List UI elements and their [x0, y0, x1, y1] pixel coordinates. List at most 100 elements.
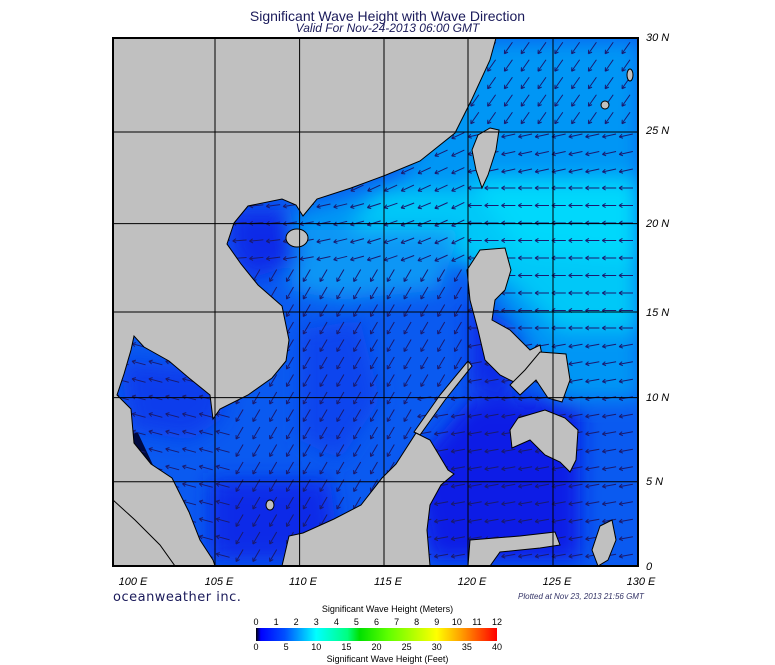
wave-direction-arrow	[618, 501, 633, 507]
wave-direction-arrow	[585, 290, 600, 296]
wave-direction-arrow	[451, 132, 465, 140]
wave-direction-arrow	[554, 41, 564, 55]
wave-direction-arrow	[534, 273, 549, 278]
wave-direction-arrow	[369, 444, 378, 457]
wave-direction-arrow	[386, 374, 395, 387]
wave-direction-arrow	[302, 461, 311, 475]
wave-direction-arrow	[366, 237, 381, 245]
wave-direction-arrow	[369, 339, 378, 352]
wave-direction-arrow	[618, 536, 633, 542]
wave-direction-arrow	[551, 325, 566, 331]
wave-direction-arrow	[215, 429, 230, 436]
wave-direction-arrow	[571, 111, 581, 125]
wave-direction-arrow	[235, 461, 244, 475]
wave-direction-arrow	[618, 466, 633, 472]
wave-direction-arrow	[420, 374, 429, 387]
lat-label: 0	[646, 561, 653, 573]
land-hainan	[285, 228, 309, 248]
wave-direction-arrow	[568, 501, 583, 507]
wave-direction-arrow	[336, 321, 345, 335]
wave-direction-arrow	[319, 304, 328, 317]
wave-direction-arrow	[198, 429, 213, 436]
wave-direction-arrow	[269, 444, 278, 457]
wave-direction-arrow	[252, 549, 261, 562]
wave-direction-arrow	[400, 237, 415, 245]
wave-direction-arrow	[585, 466, 600, 472]
wave-direction-arrow	[534, 238, 549, 243]
wave-direction-arrow	[503, 41, 513, 55]
legend-tick-meters: 8	[414, 617, 420, 627]
legend-tick-feet: 40	[491, 642, 502, 652]
wave-direction-arrow	[249, 255, 264, 261]
legend-tick-meters: 4	[333, 617, 339, 627]
wave-direction-arrow	[386, 321, 395, 335]
wave-direction-arrow	[369, 269, 378, 282]
wave-direction-arrow	[386, 409, 395, 422]
wave-direction-arrow	[484, 431, 499, 437]
land-masses	[113, 38, 634, 566]
wave-direction-arrow	[618, 185, 633, 191]
wave-direction-arrow	[165, 429, 180, 436]
wave-direction-arrow	[215, 534, 230, 541]
wave-direction-arrow	[369, 426, 378, 440]
wave-direction-arrow	[433, 501, 449, 507]
wave-direction-arrow	[534, 151, 549, 157]
legend-tick-feet: 0	[253, 642, 259, 652]
chart-subtitle: Valid For Nov-24-2013 06:00 GMT	[295, 21, 480, 35]
wave-direction-arrow	[618, 325, 633, 331]
wave-direction-arrow	[433, 553, 449, 559]
legend-tick-meters: 0	[253, 617, 259, 627]
wave-direction-arrow	[417, 237, 432, 245]
wave-direction-arrow	[215, 499, 230, 506]
land-asia-mainland	[113, 38, 497, 566]
wave-direction-arrow	[386, 304, 395, 317]
wave-direction-arrow	[400, 202, 415, 210]
wave-direction-arrow	[182, 482, 197, 488]
plotted-timestamp: Plotted at Nov 23, 2013 21:56 GMT	[518, 592, 644, 601]
wave-direction-arrow	[470, 94, 480, 107]
wave-direction-arrow	[302, 514, 311, 527]
wave-direction-arrow	[518, 133, 533, 139]
wave-direction-arrow	[517, 203, 533, 208]
wave-direction-arrow	[353, 444, 362, 457]
wave-direction-arrow	[302, 304, 311, 317]
wave-direction-arrow	[587, 111, 597, 125]
wave-direction-arrow	[517, 325, 533, 331]
wave-direction-arrow	[618, 273, 633, 278]
wave-direction-arrow	[336, 339, 345, 352]
wave-direction-arrow	[319, 286, 328, 300]
wave-direction-arrow	[131, 377, 146, 383]
wave-direction-arrow	[618, 553, 633, 559]
wave-direction-arrow	[350, 255, 365, 262]
wave-direction-arrow	[403, 426, 412, 440]
wave-direction-arrow	[302, 426, 311, 440]
wave-direction-arrow	[403, 374, 412, 387]
wave-direction-arrow	[403, 409, 412, 422]
wave-direction-arrow	[601, 413, 617, 419]
wave-direction-arrow	[302, 444, 311, 457]
wave-direction-arrow	[316, 238, 331, 244]
wave-direction-arrow	[487, 111, 497, 125]
wave-direction-arrow	[198, 464, 213, 471]
wave-direction-arrow	[434, 149, 448, 157]
wave-direction-arrow	[501, 151, 516, 157]
wave-direction-arrow	[450, 413, 465, 419]
wave-direction-arrow	[551, 185, 566, 191]
wave-direction-arrow	[618, 431, 633, 437]
wave-direction-arrow	[384, 184, 398, 192]
wave-direction-arrow	[618, 518, 633, 524]
wave-direction-arrow	[386, 339, 395, 352]
wave-direction-arrow	[433, 518, 449, 524]
wave-direction-arrow	[568, 518, 583, 524]
chart-title: Significant Wave Height with Wave Direct…	[249, 8, 526, 24]
wave-direction-arrow	[618, 448, 633, 454]
lat-label: 25 N	[646, 125, 670, 137]
wave-direction-arrow	[537, 76, 547, 90]
wave-direction-arrow	[520, 76, 530, 90]
wave-direction-arrow	[585, 255, 600, 261]
wave-direction-arrow	[601, 343, 617, 349]
wave-direction-arrow	[198, 447, 213, 453]
wave-direction-arrow	[484, 466, 499, 472]
wave-direction-arrow	[568, 273, 583, 278]
wave-direction-arrow	[484, 518, 499, 524]
